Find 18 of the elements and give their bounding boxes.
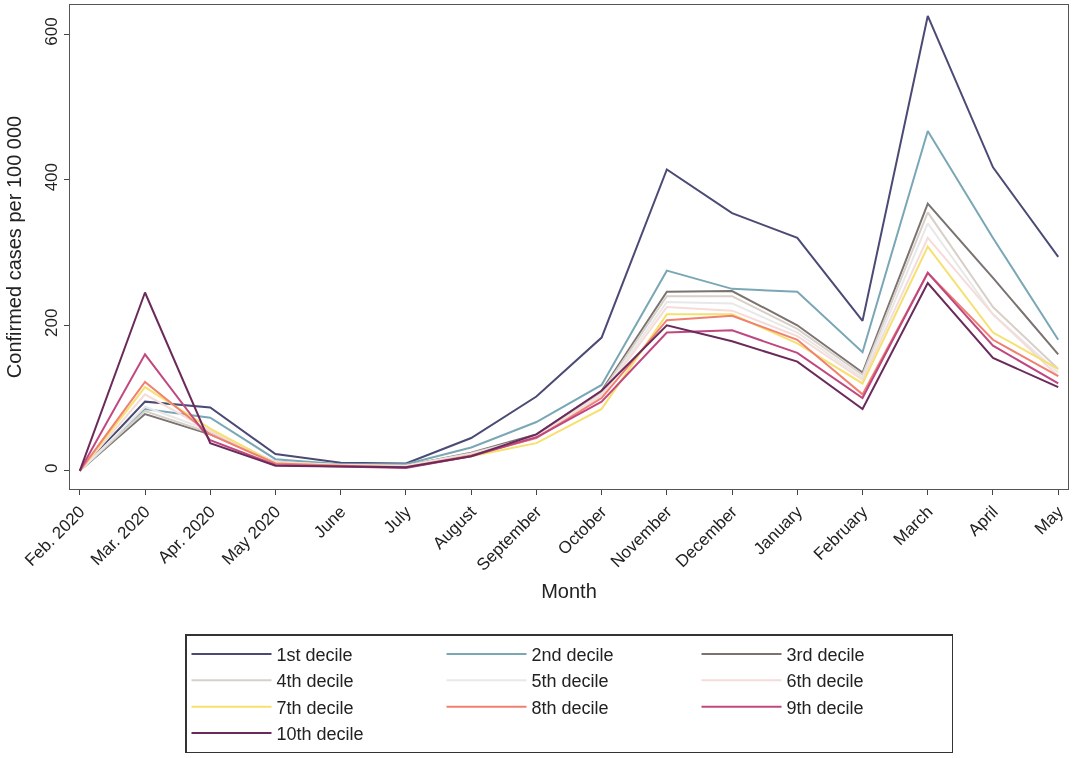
y-tick-label: 600 (42, 17, 62, 46)
legend-label: 7th decile (276, 697, 354, 718)
x-axis-title: Month (541, 580, 597, 603)
legend-label: 4th decile (276, 671, 354, 692)
x-tick-label: May (1030, 501, 1068, 539)
legend-label: 5th decile (531, 671, 609, 692)
legend-label: 3rd decile (786, 644, 865, 665)
y-tick-label: 200 (42, 308, 62, 337)
legend-label: 2nd decile (531, 644, 614, 665)
legend-label: 1st decile (276, 644, 353, 665)
legend-label: 9th decile (786, 697, 864, 718)
legend-label: 8th decile (531, 697, 609, 718)
y-axis-title: Confirmed cases per 100 000 (2, 115, 25, 379)
y-tick-label: 0 (42, 463, 62, 473)
legend-label: 10th decile (276, 724, 364, 745)
x-tick-label: July (379, 501, 416, 538)
legend-label: 6th decile (786, 671, 864, 692)
y-tick-label: 400 (42, 162, 62, 192)
